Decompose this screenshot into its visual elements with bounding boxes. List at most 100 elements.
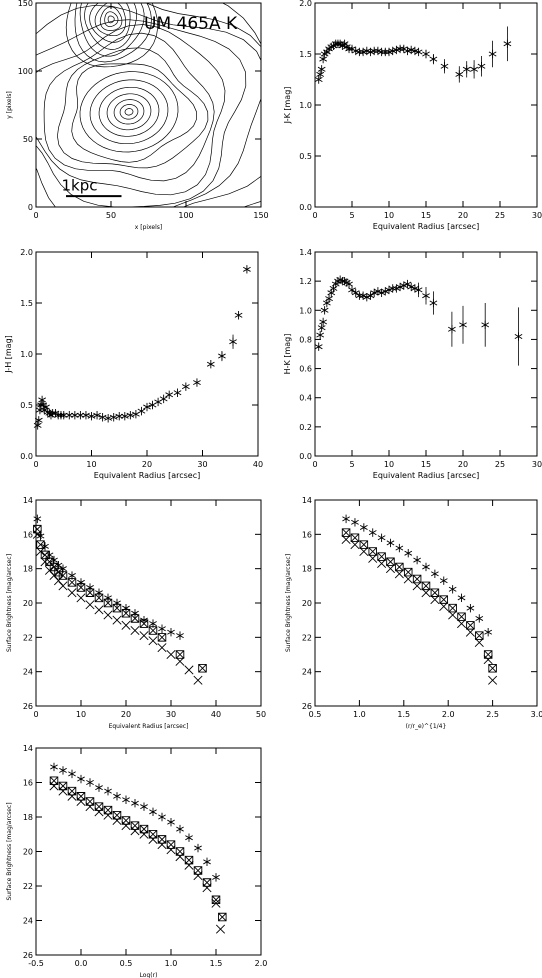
y-tick-label: 18	[23, 813, 33, 822]
contour-line	[107, 15, 115, 24]
y-tick-label: 1.0	[299, 306, 312, 315]
j-data-point	[112, 815, 122, 825]
data-point	[407, 282, 416, 292]
j-data-point	[157, 643, 167, 653]
y-tick-label: 100	[18, 67, 33, 76]
y-tick-label: 0.8	[299, 335, 312, 344]
data-point	[414, 47, 423, 57]
k-data-point	[431, 569, 439, 579]
data-point	[403, 279, 412, 289]
data-point	[377, 288, 386, 297]
data-point	[218, 351, 226, 361]
data-point	[206, 360, 215, 369]
data-point	[477, 62, 486, 71]
h-data-point	[67, 786, 77, 796]
k-data-point	[104, 593, 112, 603]
k-data-point	[404, 549, 413, 558]
y-axis-label: Surface Brightness [mag/arcsec]	[6, 802, 13, 900]
y-tick-label: 14	[302, 496, 312, 505]
x-tick-label: 20	[458, 211, 468, 220]
data-point	[470, 65, 478, 74]
j-data-point	[215, 924, 226, 934]
h-data-point	[202, 878, 212, 887]
y-tick-label: 0.5	[20, 401, 33, 410]
x-tick-label: 2.5	[486, 710, 499, 719]
k-data-point	[45, 550, 54, 560]
x-tick-label: 50	[256, 710, 266, 719]
j-data-point	[166, 845, 176, 855]
k-data-point	[377, 533, 386, 542]
j-data-point	[130, 625, 140, 635]
k-data-point	[33, 514, 42, 524]
data-point	[392, 284, 401, 293]
h-data-point	[439, 595, 449, 604]
h-data-point	[448, 603, 457, 613]
chart-panel-7: -0.5 0.0 0.5 1.0 1.5 2.0 14 16 18 20 22 24 26 Log(r) S…	[6, 744, 267, 978]
x-tick-label: 30	[197, 460, 207, 469]
j-data-point	[166, 649, 176, 660]
j-data-point	[121, 620, 131, 630]
h-data-point	[157, 633, 167, 642]
contour-line	[89, 3, 131, 43]
x-tick-label: 0.5	[309, 710, 322, 719]
k-data-point	[77, 774, 85, 784]
j-data-point	[112, 615, 122, 625]
data-point	[82, 411, 90, 420]
data-point	[514, 332, 523, 341]
plot-frame	[314, 251, 538, 457]
k-data-point	[466, 603, 475, 613]
x-tick-label: 0	[33, 211, 38, 220]
j-data-point	[58, 581, 68, 591]
data-point	[319, 54, 328, 64]
h-data-point	[198, 663, 207, 673]
y-tick-label: 26	[302, 702, 312, 711]
h-data-point	[130, 821, 140, 830]
data-point	[70, 411, 79, 420]
data-point	[314, 75, 323, 84]
y-tick-label: 20	[23, 848, 33, 857]
data-point	[120, 412, 129, 421]
data-point	[366, 291, 375, 300]
chart-panel-1: 0 50 100 150 0 50 100 150 x [pixels] y [pixels] UM…	[6, 0, 269, 231]
y-tick-label: 26	[23, 702, 33, 711]
data-point	[317, 65, 326, 74]
j-data-point	[85, 802, 95, 812]
j-data-point	[193, 871, 203, 881]
x-axis-label: Equivalent Radius [arcsec]	[94, 471, 200, 480]
data-point	[348, 285, 356, 295]
data-point	[173, 388, 182, 397]
y-axis-label: y [pixels]	[6, 91, 13, 118]
x-tick-label: 25	[495, 460, 505, 469]
j-data-point	[103, 810, 113, 820]
y-tick-label: 1.4	[299, 248, 312, 257]
k-data-point	[422, 562, 430, 572]
x-tick-label: 0.5	[120, 959, 133, 968]
k-data-point	[68, 769, 76, 779]
y-tick-label: 22	[302, 633, 312, 642]
x-tick-label: 30	[532, 211, 542, 220]
x-tick-label: 10	[384, 211, 394, 220]
data-point	[104, 414, 113, 423]
data-point	[370, 46, 379, 56]
chart-panel-4: 0 5 10 15 20 25 30 0.0 0.2 0.4 0.6 0.8 1.0 1.2 1.4 Equi…	[283, 248, 542, 480]
data-point	[159, 394, 168, 404]
h-data-point	[58, 781, 68, 791]
j-data-point	[184, 860, 194, 870]
data-point	[488, 49, 497, 59]
k-data-point	[167, 627, 175, 637]
k-data-point	[439, 576, 448, 585]
y-tick-label: 0.0	[299, 203, 312, 212]
k-data-point	[113, 598, 121, 608]
h-data-point	[457, 612, 466, 621]
k-data-point	[203, 857, 211, 867]
j-data-point	[148, 636, 158, 646]
x-tick-label: 20	[458, 460, 468, 469]
h-data-point	[94, 593, 104, 603]
k-data-point	[50, 762, 58, 772]
k-data-point	[176, 631, 184, 640]
k-data-point	[86, 778, 94, 787]
data-point	[76, 411, 85, 420]
x-tick-label: 1.0	[353, 710, 366, 719]
j-data-point	[76, 796, 86, 806]
x-axis-label: Equivalent Radius [arcsec]	[109, 723, 189, 730]
